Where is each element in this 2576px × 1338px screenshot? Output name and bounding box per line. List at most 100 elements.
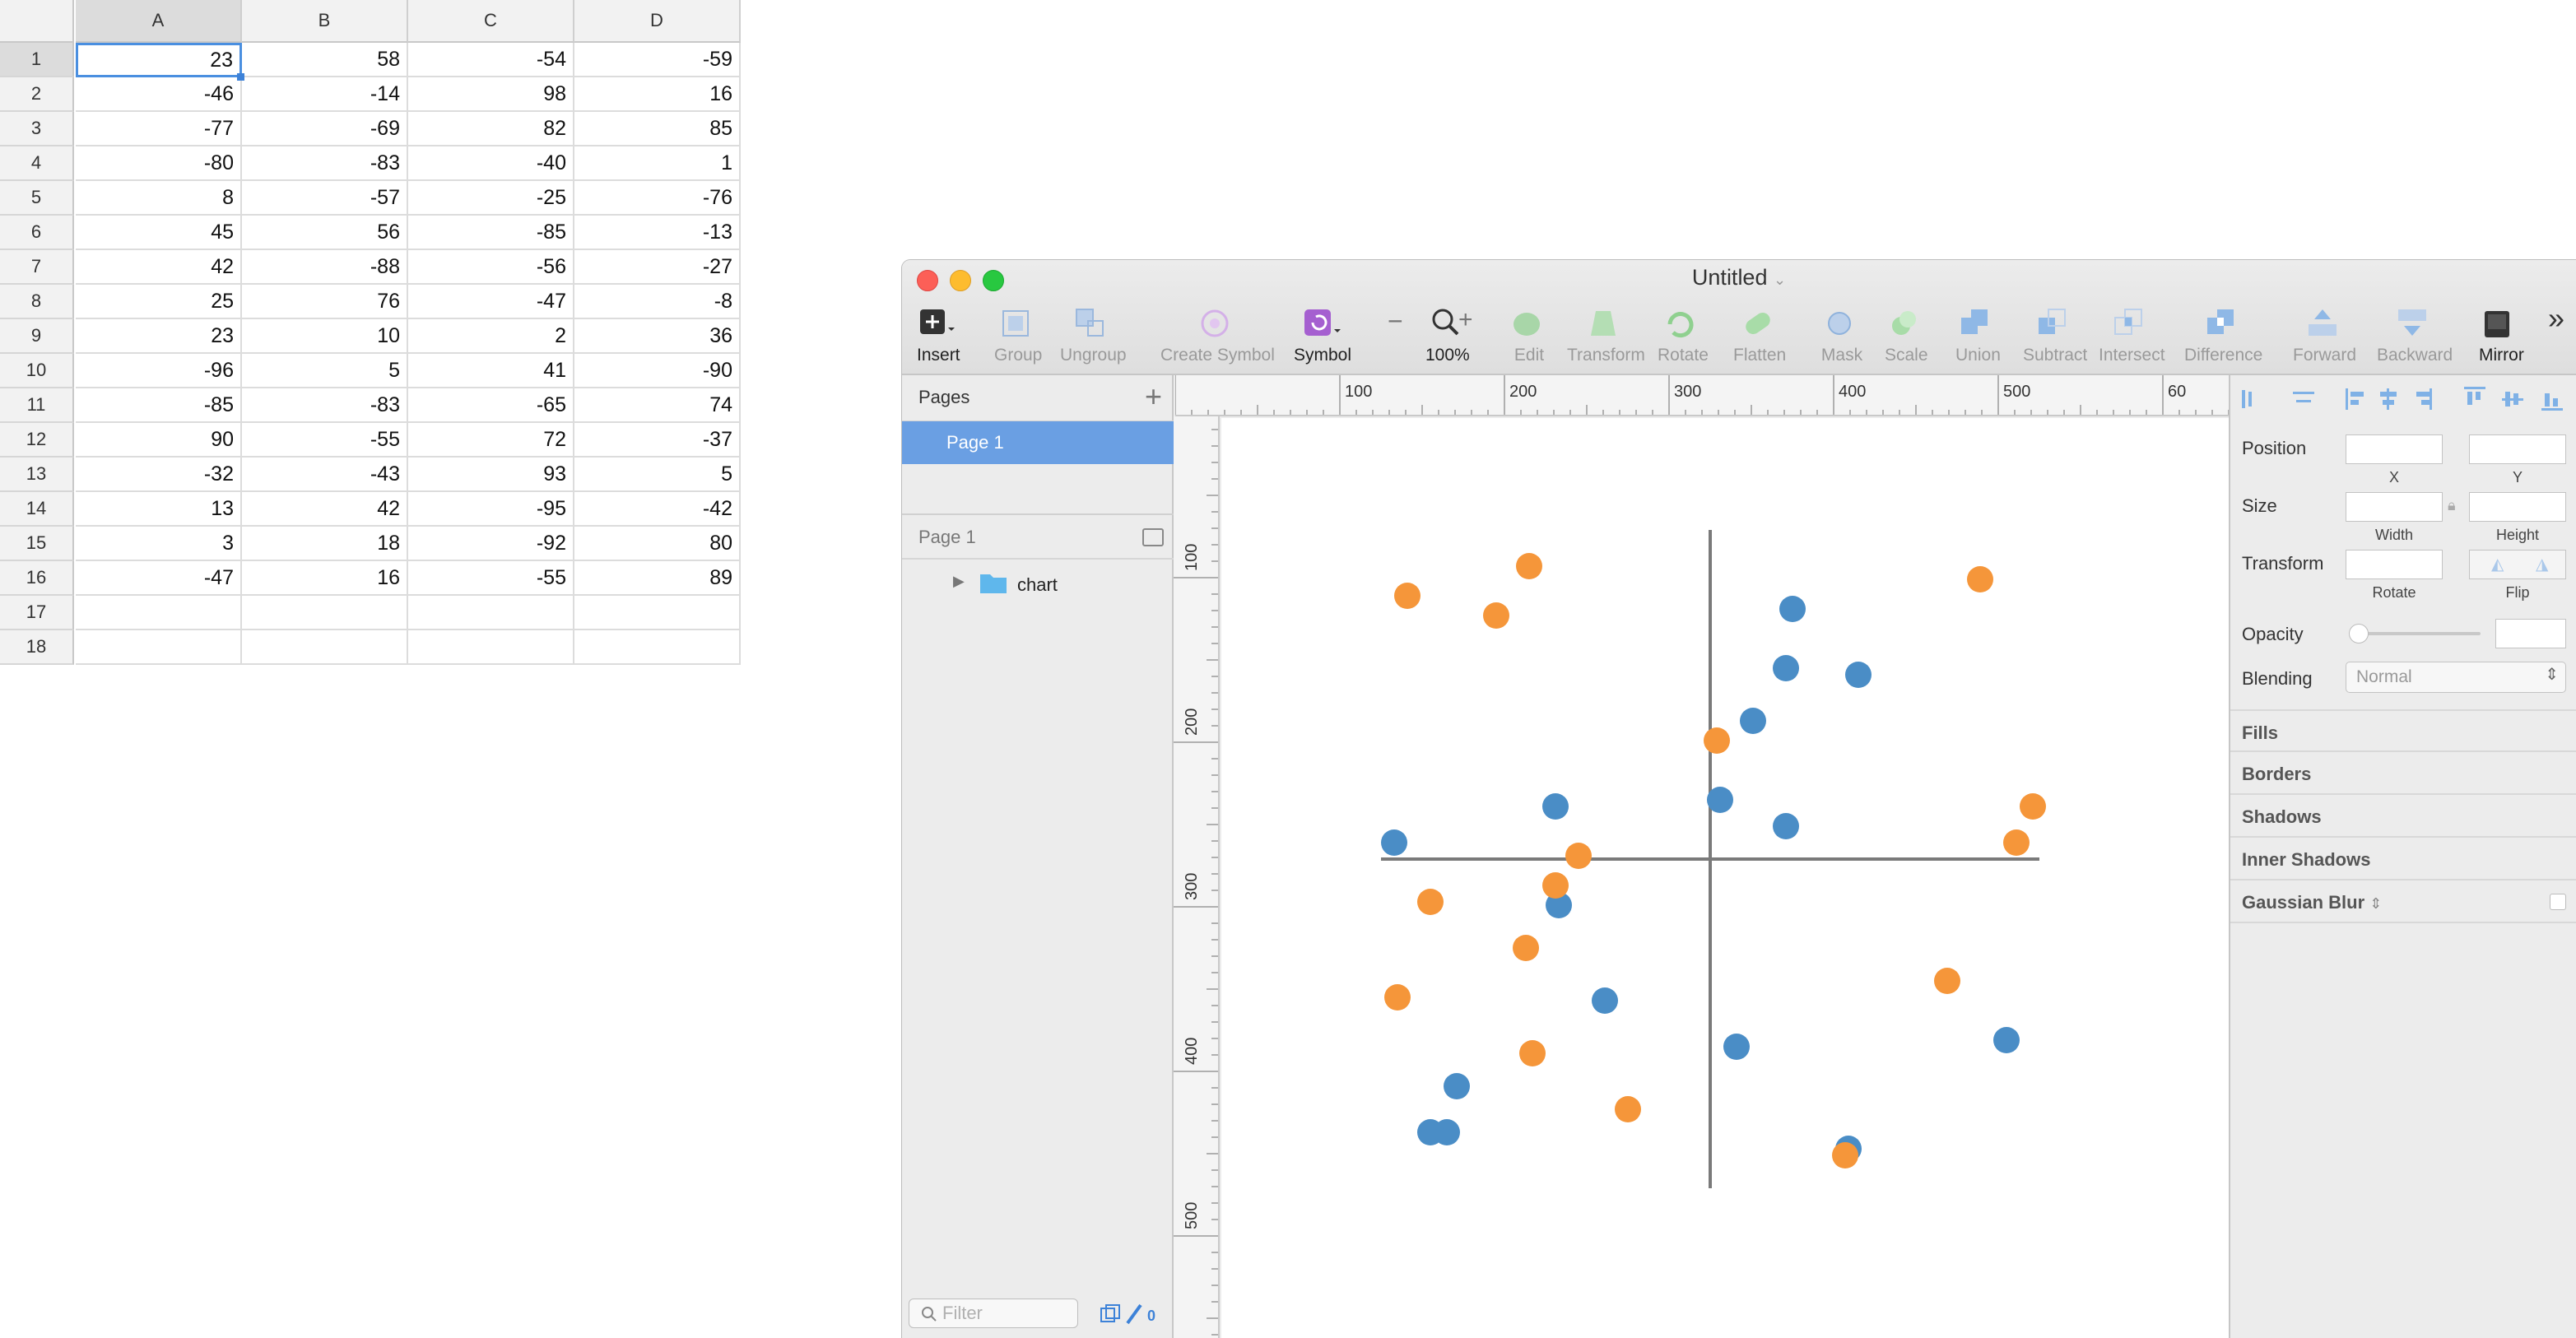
cell-b12[interactable]: -55: [242, 423, 408, 458]
borders-section[interactable]: Borders: [2230, 752, 2576, 795]
zoom-button[interactable]: 100%: [1425, 304, 1470, 370]
data-point[interactable]: [1417, 889, 1444, 915]
cell-c6[interactable]: -85: [408, 216, 574, 250]
rotate-field[interactable]: [2346, 550, 2443, 579]
data-point[interactable]: [1592, 987, 1618, 1014]
row-header[interactable]: 6: [0, 216, 74, 250]
cell-c9[interactable]: 2: [408, 319, 574, 354]
opacity-slider[interactable]: [2352, 632, 2481, 635]
add-page-button[interactable]: +: [1144, 379, 1162, 413]
cell-b13[interactable]: -43: [242, 458, 408, 492]
cell-d11[interactable]: 74: [574, 388, 741, 423]
cell-c10[interactable]: 41: [408, 354, 574, 388]
flip-vertical-icon[interactable]: ◮: [2536, 555, 2549, 574]
flatten-button[interactable]: Flatten: [1733, 304, 1786, 370]
forward-button[interactable]: Forward: [2293, 304, 2356, 370]
cell-a9[interactable]: 23: [76, 319, 242, 354]
row-header[interactable]: 13: [0, 458, 74, 492]
row-header[interactable]: 18: [0, 630, 74, 665]
cell-c2[interactable]: 98: [408, 77, 574, 112]
cell-b16[interactable]: 16: [242, 561, 408, 596]
row-header[interactable]: 4: [0, 146, 74, 181]
shadows-section[interactable]: Shadows: [2230, 795, 2576, 838]
row-header[interactable]: 16: [0, 561, 74, 596]
cell-d18[interactable]: [574, 630, 741, 665]
insert-button[interactable]: Insert: [917, 304, 960, 370]
cell-b5[interactable]: -57: [242, 181, 408, 216]
cell-c3[interactable]: 82: [408, 112, 574, 146]
cell-b14[interactable]: 42: [242, 492, 408, 527]
zoom-in-button[interactable]: +: [1458, 306, 1473, 333]
rotate-button[interactable]: Rotate: [1658, 304, 1709, 370]
cell-d4[interactable]: 1: [574, 146, 741, 181]
cell-c13[interactable]: 93: [408, 458, 574, 492]
select-all-corner[interactable]: [0, 0, 74, 43]
row-header[interactable]: 11: [0, 388, 74, 423]
symbols-filter-icon[interactable]: [1100, 1303, 1121, 1325]
cell-b15[interactable]: 18: [242, 527, 408, 561]
data-point[interactable]: [1845, 662, 1872, 688]
document-title[interactable]: Untitled ⌄: [1691, 265, 1787, 290]
row-header[interactable]: 9: [0, 319, 74, 354]
cell-a7[interactable]: 42: [76, 250, 242, 285]
cell-c16[interactable]: -55: [408, 561, 574, 596]
mirror-button[interactable]: Mirror: [2479, 304, 2524, 370]
row-header[interactable]: 8: [0, 285, 74, 319]
y-field[interactable]: [2469, 434, 2566, 464]
column-header-a[interactable]: A: [76, 0, 242, 43]
row-header[interactable]: 5: [0, 181, 74, 216]
cell-b3[interactable]: -69: [242, 112, 408, 146]
cell-a14[interactable]: 13: [76, 492, 242, 527]
cell-b6[interactable]: 56: [242, 216, 408, 250]
transform-button[interactable]: Transform: [1567, 304, 1645, 370]
cell-c17[interactable]: [408, 596, 574, 630]
flip-horizontal-icon[interactable]: ◭: [2491, 555, 2504, 574]
row-header[interactable]: 12: [0, 423, 74, 458]
cell-c5[interactable]: -25: [408, 181, 574, 216]
column-header-c[interactable]: C: [408, 0, 574, 43]
scatter-chart[interactable]: [1221, 418, 2229, 1338]
data-point[interactable]: [1934, 968, 1960, 994]
cell-b7[interactable]: -88: [242, 250, 408, 285]
cell-a12[interactable]: 90: [76, 423, 242, 458]
data-point[interactable]: [1513, 935, 1539, 961]
data-point[interactable]: [1546, 892, 1572, 918]
cell-a18[interactable]: [76, 630, 242, 665]
cell-d6[interactable]: -13: [574, 216, 741, 250]
cell-a17[interactable]: [76, 596, 242, 630]
data-point[interactable]: [1723, 1034, 1750, 1060]
toolbar-overflow-button[interactable]: »: [2548, 301, 2565, 335]
cell-a2[interactable]: -46: [76, 77, 242, 112]
cell-b1[interactable]: 58: [242, 43, 408, 77]
cell-b8[interactable]: 76: [242, 285, 408, 319]
data-point[interactable]: [1394, 583, 1421, 609]
intersect-button[interactable]: Intersect: [2099, 304, 2165, 370]
data-point[interactable]: [1516, 553, 1542, 579]
difference-button[interactable]: Difference: [2184, 304, 2262, 370]
x-field[interactable]: [2346, 434, 2443, 464]
close-window-button[interactable]: [917, 270, 938, 291]
cell-d9[interactable]: 36: [574, 319, 741, 354]
cell-c1[interactable]: -54: [408, 43, 574, 77]
cell-d14[interactable]: -42: [574, 492, 741, 527]
create-symbol-button[interactable]: Create Symbol: [1160, 304, 1275, 370]
row-header[interactable]: 3: [0, 112, 74, 146]
scale-button[interactable]: Scale: [1885, 304, 1928, 370]
data-point[interactable]: [2003, 829, 2030, 856]
cell-d1[interactable]: -59: [574, 43, 741, 77]
cell-c12[interactable]: 72: [408, 423, 574, 458]
cell-b11[interactable]: -83: [242, 388, 408, 423]
data-point[interactable]: [1615, 1096, 1641, 1122]
cell-d16[interactable]: 89: [574, 561, 741, 596]
cell-d17[interactable]: [574, 596, 741, 630]
opacity-field[interactable]: [2495, 619, 2566, 648]
horizontal-ruler[interactable]: 100 200 300 400 500 60: [1175, 375, 2229, 416]
backward-button[interactable]: Backward: [2377, 304, 2453, 370]
fill-handle[interactable]: [237, 73, 244, 81]
flip-control[interactable]: ◭ ◮: [2469, 550, 2566, 579]
alignment-bar[interactable]: [2230, 375, 2576, 421]
cell-a5[interactable]: 8: [76, 181, 242, 216]
cell-d15[interactable]: 80: [574, 527, 741, 561]
zoom-window-button[interactable]: [983, 270, 1004, 291]
layer-item[interactable]: ▶ chart: [902, 563, 1174, 606]
